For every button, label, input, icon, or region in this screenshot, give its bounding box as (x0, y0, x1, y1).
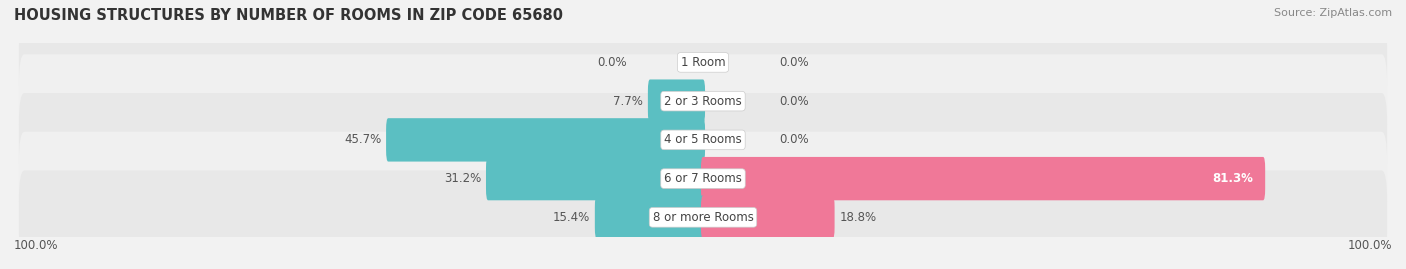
FancyBboxPatch shape (18, 132, 1388, 225)
FancyBboxPatch shape (18, 93, 1388, 187)
Text: 100.0%: 100.0% (1347, 239, 1392, 252)
FancyBboxPatch shape (702, 157, 1265, 200)
Text: 18.8%: 18.8% (839, 211, 876, 224)
FancyBboxPatch shape (486, 157, 704, 200)
Text: 0.0%: 0.0% (779, 133, 808, 146)
Text: 0.0%: 0.0% (779, 56, 808, 69)
Text: 81.3%: 81.3% (1212, 172, 1253, 185)
Text: 8 or more Rooms: 8 or more Rooms (652, 211, 754, 224)
Text: 0.0%: 0.0% (598, 56, 627, 69)
FancyBboxPatch shape (18, 16, 1388, 109)
FancyBboxPatch shape (18, 54, 1388, 148)
Text: 2 or 3 Rooms: 2 or 3 Rooms (664, 95, 742, 108)
FancyBboxPatch shape (18, 171, 1388, 264)
FancyBboxPatch shape (387, 118, 704, 162)
Text: 31.2%: 31.2% (444, 172, 481, 185)
Text: 15.4%: 15.4% (553, 211, 591, 224)
FancyBboxPatch shape (595, 196, 704, 239)
Text: Source: ZipAtlas.com: Source: ZipAtlas.com (1274, 8, 1392, 18)
Text: 4 or 5 Rooms: 4 or 5 Rooms (664, 133, 742, 146)
Text: 6 or 7 Rooms: 6 or 7 Rooms (664, 172, 742, 185)
FancyBboxPatch shape (648, 79, 704, 123)
Text: 7.7%: 7.7% (613, 95, 643, 108)
Text: 1 Room: 1 Room (681, 56, 725, 69)
Text: 45.7%: 45.7% (344, 133, 381, 146)
FancyBboxPatch shape (702, 196, 835, 239)
Text: 0.0%: 0.0% (779, 95, 808, 108)
Text: 100.0%: 100.0% (14, 239, 59, 252)
Text: HOUSING STRUCTURES BY NUMBER OF ROOMS IN ZIP CODE 65680: HOUSING STRUCTURES BY NUMBER OF ROOMS IN… (14, 8, 562, 23)
